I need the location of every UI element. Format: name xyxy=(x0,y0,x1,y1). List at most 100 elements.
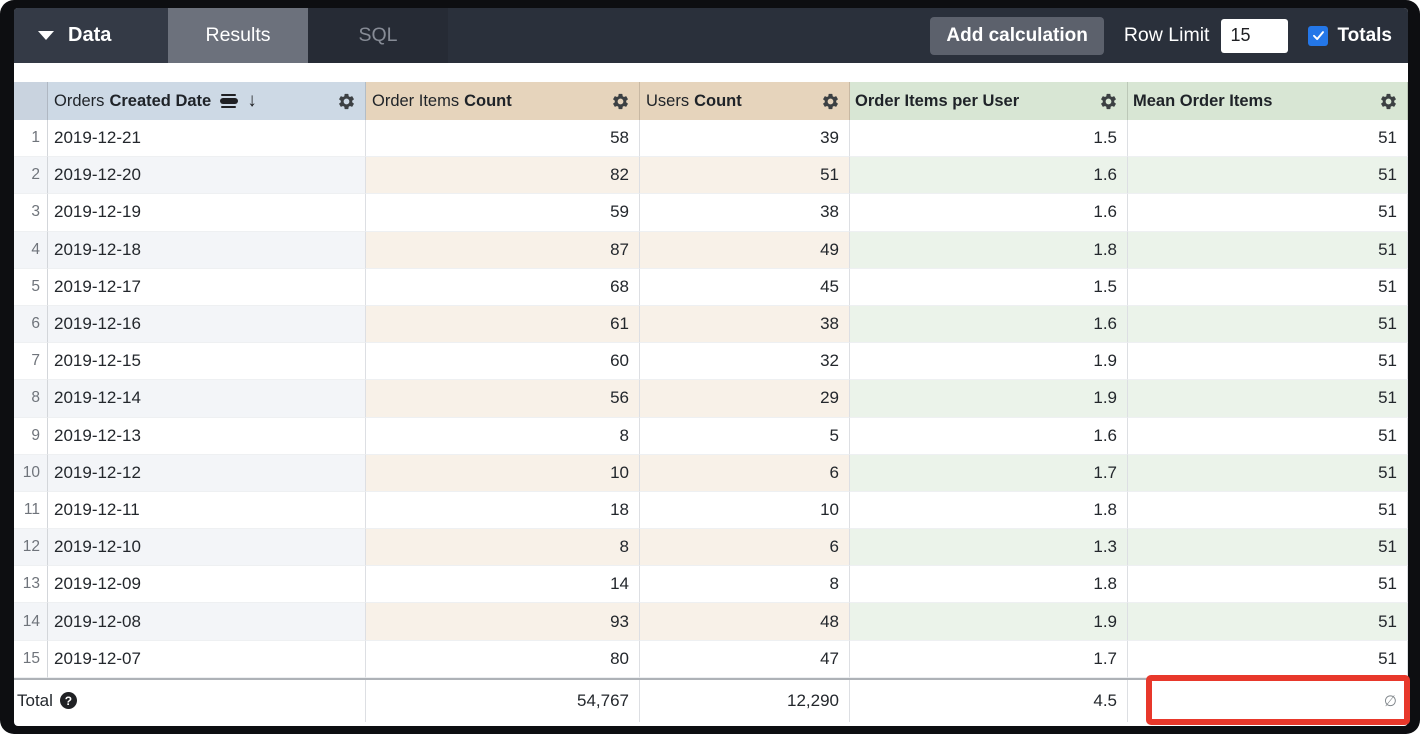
cell-mean-order-items[interactable]: 51 xyxy=(1128,194,1408,232)
cell-orders-created-date[interactable]: 2019-12-16 xyxy=(48,305,366,344)
cell-order-items-count[interactable]: 14 xyxy=(366,566,640,604)
cell-users-count[interactable]: 10 xyxy=(640,491,850,530)
help-icon[interactable]: ? xyxy=(59,692,77,710)
cell-orders-created-date[interactable]: 2019-12-10 xyxy=(48,529,366,567)
cell-users-count[interactable]: 47 xyxy=(640,640,850,678)
cell-mean-order-items[interactable]: 51 xyxy=(1128,640,1408,678)
data-section-toggle[interactable]: Data xyxy=(14,8,168,63)
cell-mean-order-items[interactable]: 51 xyxy=(1128,120,1408,158)
cell-mean-order-items[interactable]: 51 xyxy=(1128,417,1408,455)
cell-order-items-per-user[interactable]: 1.6 xyxy=(850,194,1128,232)
cell-order-items-per-user[interactable]: 1.3 xyxy=(850,529,1128,567)
column-header-orders-created-date[interactable]: Orders Created Date ↓ xyxy=(48,82,366,120)
gear-icon[interactable] xyxy=(337,92,365,111)
cell-orders-created-date[interactable]: 2019-12-08 xyxy=(48,603,366,641)
cell-order-items-count[interactable]: 18 xyxy=(366,491,640,530)
total-label: Total xyxy=(17,690,53,710)
cell-order-items-per-user[interactable]: 1.6 xyxy=(850,305,1128,344)
cell-order-items-per-user[interactable]: 1.7 xyxy=(850,640,1128,678)
cell-order-items-count[interactable]: 60 xyxy=(366,343,640,381)
cell-mean-order-items[interactable]: 51 xyxy=(1128,566,1408,604)
cell-order-items-count[interactable]: 10 xyxy=(366,454,640,492)
cell-mean-order-items[interactable]: 51 xyxy=(1128,157,1408,195)
gear-icon[interactable] xyxy=(821,92,849,111)
totals-checkbox[interactable] xyxy=(1308,25,1329,46)
cell-users-count[interactable]: 6 xyxy=(640,529,850,567)
cell-order-items-count[interactable]: 80 xyxy=(366,640,640,678)
cell-orders-created-date[interactable]: 2019-12-13 xyxy=(48,417,366,455)
cell-mean-order-items[interactable]: 51 xyxy=(1128,380,1408,418)
cell-users-count[interactable]: 5 xyxy=(640,417,850,455)
cell-order-items-count[interactable]: 68 xyxy=(366,268,640,306)
cell-orders-created-date[interactable]: 2019-12-07 xyxy=(48,640,366,678)
cell-mean-order-items[interactable]: 51 xyxy=(1128,268,1408,306)
column-header-mean-order-items[interactable]: Mean Order Items xyxy=(1128,82,1408,120)
cell-orders-created-date[interactable]: 2019-12-15 xyxy=(48,343,366,381)
cell-mean-order-items[interactable]: 51 xyxy=(1128,343,1408,381)
cell-users-count[interactable]: 29 xyxy=(640,380,850,418)
cell-order-items-per-user[interactable]: 1.9 xyxy=(850,380,1128,418)
cell-users-count[interactable]: 38 xyxy=(640,194,850,232)
cell-order-items-count[interactable]: 56 xyxy=(366,380,640,418)
gear-icon[interactable] xyxy=(611,92,639,111)
cell-mean-order-items[interactable]: 51 xyxy=(1128,529,1408,567)
cell-order-items-count[interactable]: 59 xyxy=(366,194,640,232)
cell-mean-order-items[interactable]: 51 xyxy=(1128,603,1408,641)
cell-orders-created-date[interactable]: 2019-12-18 xyxy=(48,231,366,269)
cell-order-items-count[interactable]: 61 xyxy=(366,305,640,344)
row-number: 1 xyxy=(14,120,48,158)
cell-orders-created-date[interactable]: 2019-12-17 xyxy=(48,268,366,306)
row-limit-group: Row Limit xyxy=(1124,18,1289,53)
cell-users-count[interactable]: 32 xyxy=(640,343,850,381)
sort-descending-icon[interactable]: ↓ xyxy=(247,90,257,111)
cell-orders-created-date[interactable]: 2019-12-14 xyxy=(48,380,366,418)
gear-icon[interactable] xyxy=(1099,92,1127,111)
total-users-count: 12,290 xyxy=(640,679,850,722)
cell-order-items-per-user[interactable]: 1.5 xyxy=(850,120,1128,158)
cell-order-items-count[interactable]: 82 xyxy=(366,157,640,195)
column-header-users-count[interactable]: Users Count xyxy=(640,82,850,120)
cell-users-count[interactable]: 48 xyxy=(640,603,850,641)
cell-order-items-per-user[interactable]: 1.6 xyxy=(850,157,1128,195)
cell-users-count[interactable]: 45 xyxy=(640,268,850,306)
cell-order-items-per-user[interactable]: 1.8 xyxy=(850,491,1128,530)
cell-order-items-per-user[interactable]: 1.5 xyxy=(850,268,1128,306)
cell-orders-created-date[interactable]: 2019-12-20 xyxy=(48,157,366,195)
cell-orders-created-date[interactable]: 2019-12-11 xyxy=(48,491,366,530)
cell-order-items-per-user[interactable]: 1.9 xyxy=(850,343,1128,381)
cell-orders-created-date[interactable]: 2019-12-09 xyxy=(48,566,366,604)
tab-sql[interactable]: SQL xyxy=(308,8,448,63)
cell-order-items-per-user[interactable]: 1.8 xyxy=(850,566,1128,604)
cell-order-items-per-user[interactable]: 1.8 xyxy=(850,231,1128,269)
cell-orders-created-date[interactable]: 2019-12-21 xyxy=(48,120,366,158)
gear-icon[interactable] xyxy=(1379,92,1407,111)
row-limit-input[interactable] xyxy=(1221,18,1289,53)
cell-users-count[interactable]: 6 xyxy=(640,454,850,492)
cell-users-count[interactable]: 39 xyxy=(640,120,850,158)
cell-order-items-per-user[interactable]: 1.9 xyxy=(850,603,1128,641)
cell-order-items-per-user[interactable]: 1.7 xyxy=(850,454,1128,492)
cell-users-count[interactable]: 51 xyxy=(640,157,850,195)
cell-mean-order-items[interactable]: 51 xyxy=(1128,231,1408,269)
cell-orders-created-date[interactable]: 2019-12-12 xyxy=(48,454,366,492)
cell-users-count[interactable]: 49 xyxy=(640,231,850,269)
column-header-order-items-count[interactable]: Order Items Count xyxy=(366,82,640,120)
cell-order-items-per-user[interactable]: 1.6 xyxy=(850,417,1128,455)
totals-label[interactable]: Totals xyxy=(1337,24,1392,46)
cell-order-items-count[interactable]: 87 xyxy=(366,231,640,269)
cell-order-items-count[interactable]: 8 xyxy=(366,417,640,455)
cell-mean-order-items[interactable]: 51 xyxy=(1128,305,1408,344)
cell-orders-created-date[interactable]: 2019-12-19 xyxy=(48,194,366,232)
cell-mean-order-items[interactable]: 51 xyxy=(1128,491,1408,530)
cell-users-count[interactable]: 38 xyxy=(640,305,850,344)
tab-results[interactable]: Results xyxy=(168,8,308,63)
cell-mean-order-items[interactable]: 51 xyxy=(1128,454,1408,492)
date-fill-icon[interactable] xyxy=(220,93,239,109)
cell-order-items-count[interactable]: 93 xyxy=(366,603,640,641)
cell-order-items-count[interactable]: 58 xyxy=(366,120,640,158)
column-header-order-items-per-user[interactable]: Order Items per User xyxy=(850,82,1128,120)
cell-order-items-count[interactable]: 8 xyxy=(366,529,640,567)
add-calculation-button[interactable]: Add calculation xyxy=(930,16,1104,55)
cell-users-count[interactable]: 8 xyxy=(640,566,850,604)
